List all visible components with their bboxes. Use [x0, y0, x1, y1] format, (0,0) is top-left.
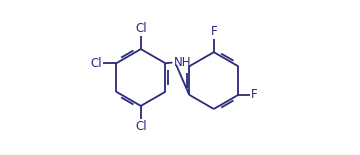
Text: NH: NH	[174, 56, 192, 69]
Text: Cl: Cl	[135, 22, 147, 35]
Text: Cl: Cl	[135, 120, 147, 133]
Text: F: F	[251, 88, 257, 101]
Text: Cl: Cl	[91, 57, 102, 70]
Text: F: F	[211, 25, 217, 38]
